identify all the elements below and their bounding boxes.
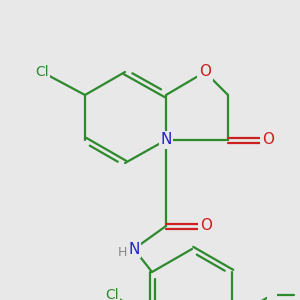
- Text: O: O: [262, 133, 274, 148]
- Text: Cl: Cl: [35, 65, 49, 79]
- Text: O: O: [200, 218, 212, 233]
- Text: N: N: [160, 133, 172, 148]
- Text: N: N: [128, 242, 140, 256]
- Text: Cl: Cl: [105, 288, 119, 300]
- Text: O: O: [199, 64, 211, 80]
- Text: H: H: [117, 247, 127, 260]
